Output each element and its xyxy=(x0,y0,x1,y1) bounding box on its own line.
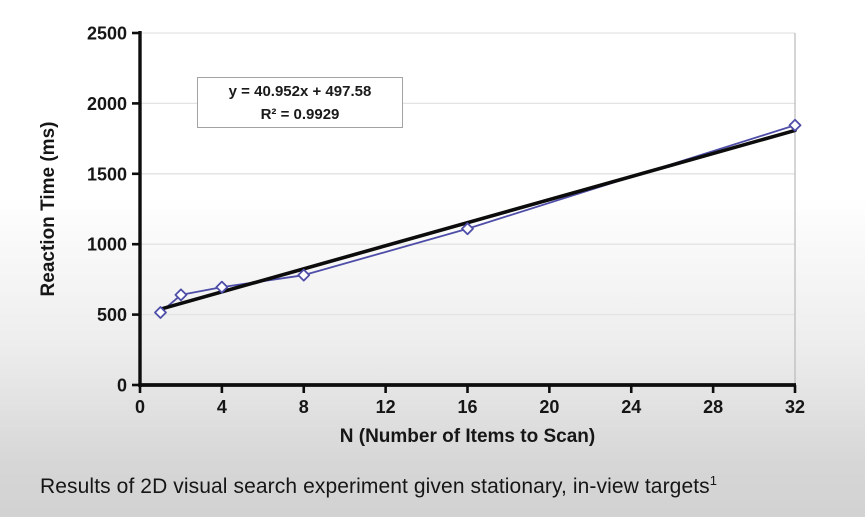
caption-text: Results of 2D visual search experiment g… xyxy=(40,475,710,498)
data-point-marker xyxy=(154,306,167,319)
y-tick-label: 2000 xyxy=(87,94,127,114)
x-tick-label: 8 xyxy=(299,397,309,417)
y-tick-label: 2500 xyxy=(87,24,127,44)
x-tick-label: 16 xyxy=(457,397,477,417)
y-axis-title: Reaction Time (ms) xyxy=(38,122,59,297)
x-tick-label: 28 xyxy=(703,397,723,417)
x-tick-label: 0 xyxy=(135,397,145,417)
trendline-equation-box: y = 40.952x + 497.58 R² = 0.9929 xyxy=(197,77,403,128)
trendline xyxy=(158,128,797,311)
data-point-marker xyxy=(297,268,311,282)
equation-text: y = 40.952x + 497.58 xyxy=(228,83,372,100)
x-axis-title: N (Number of Items to Scan) xyxy=(340,426,595,447)
y-tick-label: 0 xyxy=(117,376,127,396)
data-point-marker xyxy=(788,118,802,132)
data-point-marker xyxy=(174,288,188,302)
x-tick-label: 4 xyxy=(217,397,227,417)
y-tick-label: 1500 xyxy=(87,164,127,184)
x-tick-label: 32 xyxy=(785,397,805,417)
x-tick-label: 24 xyxy=(621,397,641,417)
data-point-marker xyxy=(215,280,229,294)
x-tick-label: 12 xyxy=(376,397,396,417)
figure-caption: Results of 2D visual search experiment g… xyxy=(40,473,717,499)
data-point-marker xyxy=(461,222,474,236)
caption-footnote-marker: 1 xyxy=(709,473,718,488)
y-tick-label: 500 xyxy=(97,305,127,325)
r-squared-text: R² = 0.9929 xyxy=(260,106,340,123)
y-tick-label: 1000 xyxy=(87,235,127,255)
x-tick-label: 20 xyxy=(539,397,559,417)
